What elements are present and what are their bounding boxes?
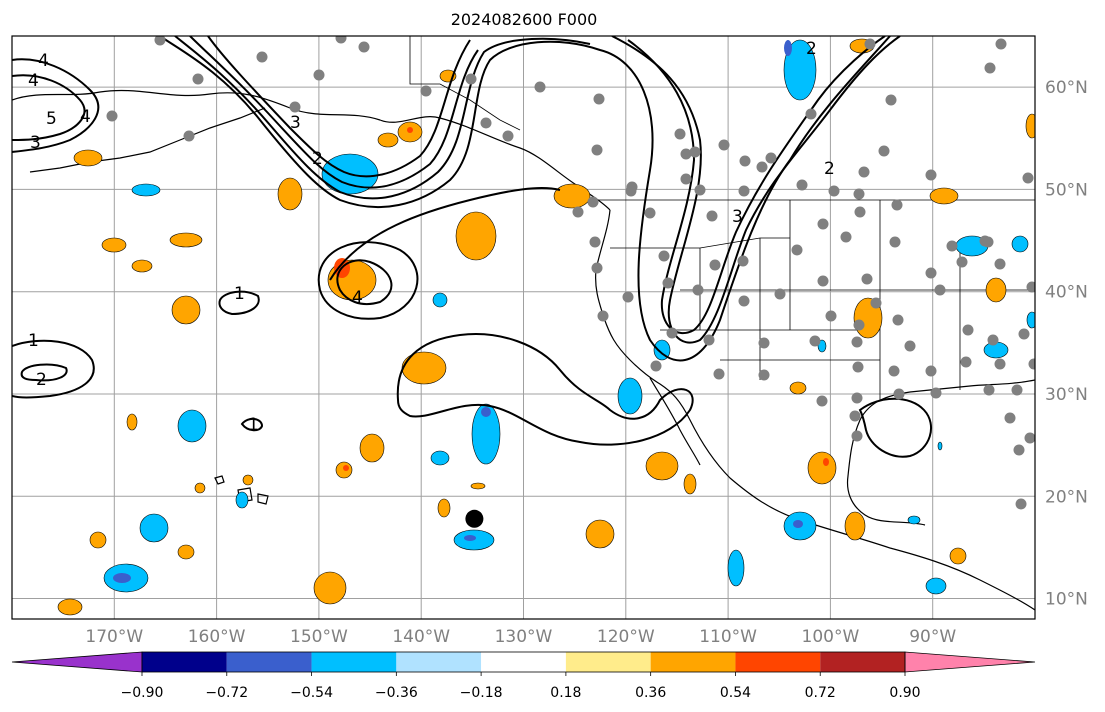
colorbar (11, 651, 1036, 676)
gulf-coast (846, 379, 1035, 526)
colorbar-segment (650, 652, 736, 672)
colorbar-tick-label: 0.90 (889, 685, 920, 701)
longitude-label: 130°W (495, 627, 553, 647)
colorbar-tick-label: 0.18 (550, 685, 581, 701)
colorbar-tick-label: 0.36 (635, 685, 666, 701)
negative-anomalies (103, 39, 1035, 595)
contour-lines (12, 36, 933, 458)
longitude-label: 120°W (597, 627, 655, 647)
colorbar-tick-label: −0.18 (460, 685, 503, 701)
contour-label: 4 (38, 51, 49, 71)
longitude-label: 170°W (85, 627, 143, 647)
colorbar-tick-label: −0.90 (121, 685, 164, 701)
longitude-label: 90°W (909, 627, 956, 647)
contour-label: 2 (806, 39, 817, 59)
colorbar-segment (481, 652, 566, 672)
contour-label: 4 (352, 288, 363, 308)
colorbar-tick-label: 0.72 (805, 685, 836, 701)
longitude-labels: 170°W 160°W 150°W 140°W 130°W 120°W 110°W 100°W… (85, 627, 956, 647)
colorbar-tick-label: −0.54 (290, 685, 333, 701)
contour-label: 3 (732, 207, 743, 227)
longitude-label: 160°W (188, 627, 246, 647)
station-markers (106, 36, 1035, 510)
contour-label: 3 (30, 133, 41, 153)
longitude-label: 110°W (699, 627, 757, 647)
location-marker (465, 509, 484, 528)
colorbar-segment (311, 652, 397, 672)
contour-label: 4 (80, 107, 91, 127)
contour-label: 2 (36, 370, 47, 390)
colorbar-segment (396, 652, 482, 672)
colorbar-tick-label: 0.54 (720, 685, 751, 701)
longitude-label: 140°W (392, 627, 450, 647)
colorbar-segment (735, 652, 821, 672)
contour-label: 2 (312, 149, 323, 169)
contour-label: 3 (290, 113, 301, 133)
colorbar-extension-low (11, 651, 143, 673)
map-frame (11, 35, 1036, 620)
baja-california (649, 377, 701, 466)
latitude-label: 20°N (1045, 487, 1088, 507)
latitude-label: 30°N (1045, 385, 1088, 405)
strong-negative-anomalies (113, 40, 803, 583)
contour-label: 5 (46, 109, 57, 129)
alaska-coast (12, 89, 611, 211)
latitude-labels: 10°N 20°N 30°N 40°N 50°N 60°N (1045, 78, 1088, 609)
colorbar-segment (565, 652, 651, 672)
colorbar-segment (142, 652, 227, 672)
contour-label: 1 (234, 284, 245, 304)
contour-label: 1 (28, 331, 39, 351)
contour-label: 2 (824, 159, 835, 179)
latitude-label: 40°N (1045, 283, 1088, 303)
colorbar-outline (141, 651, 906, 673)
colorbar-segment (226, 652, 312, 672)
aleutian-islands (29, 107, 266, 173)
contour-label: 1 (248, 415, 259, 435)
contour-labels: 4 4 5 4 3 2 1 1 2 1 4 3 2 2 3 (28, 39, 835, 435)
colorbar-tick-label: −0.36 (375, 685, 418, 701)
positive-anomalies (57, 38, 1035, 616)
colorbar-extension-high (904, 651, 1036, 673)
longitude-label: 150°W (290, 627, 348, 647)
colorbar-segment (820, 652, 905, 672)
latitude-label: 50°N (1045, 180, 1088, 200)
latitude-label: 60°N (1045, 78, 1088, 98)
map-title: 2024082600 F000 (450, 10, 598, 29)
colorbar-tick-label: −0.72 (205, 685, 248, 701)
latitude-label: 10°N (1045, 590, 1088, 610)
contour-label: 4 (28, 71, 39, 91)
longitude-label: 100°W (802, 627, 860, 647)
colorbar-tick-labels: −0.90 −0.72 −0.54 −0.36 −0.18 0.18 0.36 0.54 0.7… (121, 685, 921, 701)
